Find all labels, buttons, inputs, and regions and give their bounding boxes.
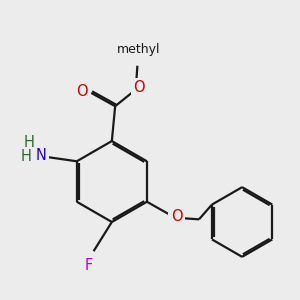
Text: H: H xyxy=(24,135,35,150)
Text: H: H xyxy=(21,149,32,164)
Text: O: O xyxy=(76,84,88,99)
Text: N: N xyxy=(36,148,47,163)
Text: methyl: methyl xyxy=(117,43,161,56)
Text: F: F xyxy=(85,258,93,273)
Text: O: O xyxy=(171,208,183,224)
Text: O: O xyxy=(133,80,145,95)
